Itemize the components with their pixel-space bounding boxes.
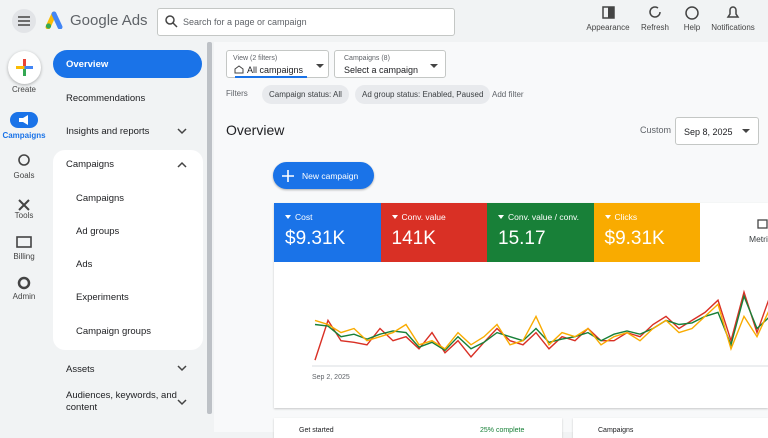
- dropdown-underline: [235, 76, 307, 78]
- metric-name: Conv. value / conv.: [508, 212, 580, 222]
- dropdown-value: All campaigns: [247, 65, 304, 75]
- scrollbar: [207, 42, 212, 414]
- nav-item[interactable]: Recommendations: [66, 93, 146, 104]
- card-title: Campaigns: [598, 427, 634, 434]
- nav-subitem[interactable]: Ads: [76, 259, 93, 270]
- create-plus: [16, 59, 33, 76]
- ads-logo: [45, 11, 63, 29]
- dropdown-icons: [234, 64, 438, 74]
- page-title: Overview: [226, 122, 285, 138]
- date-picker[interactable]: Sep 8, 2025: [675, 117, 759, 145]
- filters-label: Filters: [226, 89, 248, 98]
- nav-item: Overview: [66, 59, 109, 70]
- line-chart: Sep 2, 2025: [312, 289, 768, 381]
- metrics-icon: [757, 219, 768, 229]
- metric-card[interactable]: Conv. value 141K: [380, 203, 487, 262]
- card-title: Get started: [299, 427, 334, 434]
- filter-chip[interactable]: Campaign status: All: [262, 85, 349, 104]
- metric-name: Clicks: [614, 212, 638, 222]
- add-filter[interactable]: Add filter: [492, 90, 524, 99]
- series-line: [314, 303, 768, 351]
- metric-total: 15.17: [498, 228, 546, 249]
- nav-subitem[interactable]: Experiments: [76, 292, 129, 303]
- nav-item[interactable]: Assets: [66, 364, 95, 375]
- date-label: Custom: [640, 125, 672, 135]
- search-box[interactable]: [157, 8, 455, 36]
- action-label: Notifications: [711, 23, 755, 32]
- progress: 25% complete: [480, 427, 525, 434]
- metric-caret: [498, 215, 504, 219]
- date-caret: [742, 129, 750, 133]
- series-line: [314, 289, 768, 361]
- rail-label: Goals: [13, 171, 35, 180]
- action-label: Help: [683, 23, 701, 32]
- metric-total: $9.31K: [604, 228, 665, 249]
- nav-subitem[interactable]: Ad groups: [76, 226, 120, 237]
- nav-group: [53, 150, 203, 350]
- nav-item[interactable]: Audiences, keywords, and content: [66, 390, 177, 413]
- metric-card[interactable]: Conv. value / conv. 15.17: [487, 203, 594, 262]
- product-name: Google Ads: [70, 12, 148, 29]
- nav-subitem[interactable]: Campaign groups: [76, 326, 151, 337]
- rail-label: Tools: [14, 211, 34, 220]
- campaign-dropdown[interactable]: [334, 50, 446, 78]
- chevrons: [177, 128, 187, 406]
- menu-button[interactable]: [10, 8, 38, 34]
- rail-label: Admin: [12, 292, 36, 301]
- plus-icon: [282, 170, 294, 182]
- metric-card[interactable]: Cost $9.31K: [274, 203, 381, 262]
- x-tick-label: Sep 2, 2025: [312, 374, 350, 381]
- metric-total: $9.31K: [285, 228, 346, 249]
- nav-selected[interactable]: [53, 50, 202, 78]
- metric-caret: [285, 215, 291, 219]
- dropdown-label: View (2 filters): [233, 55, 278, 62]
- nav-item[interactable]: Campaigns: [66, 159, 115, 170]
- dropdown-label: Campaigns (8): [344, 55, 390, 62]
- metrics-button[interactable]: Metrics: [749, 234, 768, 244]
- search-placeholder: Search for a page or campaign: [183, 17, 307, 27]
- series-line: [314, 293, 768, 352]
- action-label: Refresh: [640, 23, 669, 32]
- metric-total: 141K: [391, 228, 436, 249]
- search-icon: [165, 15, 178, 28]
- dropdown-value: Select a campaign: [344, 65, 419, 75]
- nav-item[interactable]: Insights and reports: [66, 126, 150, 137]
- metric-card[interactable]: Clicks $9.31K: [593, 203, 700, 262]
- rail-label: Create: [11, 85, 36, 94]
- rail-label: Campaigns: [2, 131, 46, 140]
- rail-label: Billing: [13, 252, 35, 261]
- filter-chip[interactable]: Ad group status: Enabled, Paused: [355, 85, 491, 104]
- button-label: New campaign: [302, 171, 359, 181]
- metric-caret: [391, 215, 398, 219]
- metric-name: Cost: [295, 212, 313, 222]
- action-icons: [602, 6, 740, 20]
- rail-icons: [16, 115, 32, 290]
- nav-subitem[interactable]: Campaigns: [76, 193, 125, 204]
- action-label: Appearance: [586, 23, 630, 32]
- metric-name: Conv. value: [401, 212, 446, 222]
- metric-caret: [604, 215, 611, 219]
